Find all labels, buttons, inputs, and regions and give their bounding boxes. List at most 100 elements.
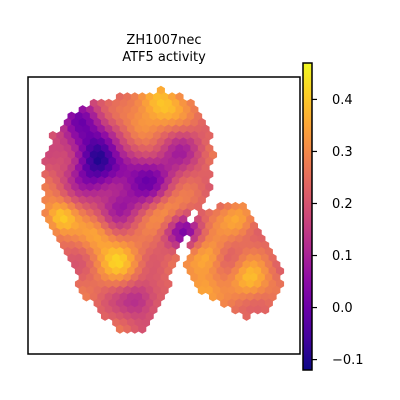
spot: [149, 124, 158, 134]
spot: [194, 124, 203, 134]
spot: [63, 169, 72, 179]
spot: [86, 143, 95, 154]
spot: [242, 272, 251, 283]
spot: [82, 253, 91, 263]
spot: [175, 130, 184, 141]
spot: [156, 292, 165, 302]
spot: [190, 156, 199, 167]
spot: [93, 221, 102, 231]
spot: [149, 201, 158, 212]
spot: [86, 259, 95, 270]
spot: [145, 247, 154, 257]
spot: [134, 253, 143, 263]
spot: [127, 266, 136, 276]
spot: [156, 124, 165, 134]
spot: [156, 137, 165, 147]
spot: [45, 176, 54, 186]
spot: [86, 221, 95, 231]
spot: [227, 221, 236, 231]
spot: [82, 266, 91, 276]
spot: [276, 279, 285, 289]
spot: [141, 150, 151, 160]
spot: [108, 247, 117, 257]
spot: [164, 137, 173, 147]
spot: [186, 111, 195, 121]
spot: [201, 227, 210, 237]
spot: [115, 105, 124, 115]
spot: [186, 98, 195, 108]
spot: [209, 240, 218, 250]
spot: [253, 279, 262, 289]
spot: [201, 176, 210, 186]
spot: [123, 298, 132, 308]
spot: [115, 195, 124, 205]
spot: [179, 227, 188, 237]
spot: [78, 118, 87, 128]
spot: [168, 130, 177, 141]
spot: [134, 150, 143, 160]
spot: [212, 208, 221, 218]
spot: [127, 292, 136, 302]
spot: [186, 137, 195, 147]
spot: [205, 182, 214, 192]
spot: [216, 266, 225, 276]
spot: [153, 259, 162, 270]
spot: [60, 176, 69, 186]
spot: [238, 201, 247, 212]
spot: [71, 208, 80, 218]
spot: [134, 279, 143, 289]
spot: [201, 124, 210, 134]
spot: [104, 279, 113, 289]
spot: [156, 98, 165, 108]
spot: [71, 247, 80, 257]
spot: [223, 253, 232, 263]
spot: [119, 279, 128, 289]
spot: [216, 214, 225, 225]
spot: [115, 130, 124, 141]
spot: [71, 156, 80, 167]
spot: [74, 150, 83, 160]
spot: [212, 221, 221, 231]
spot-layer: [41, 85, 285, 334]
spot: [71, 143, 80, 154]
spot: [194, 189, 203, 199]
spot: [164, 163, 173, 173]
spot: [138, 143, 147, 154]
spot: [212, 285, 221, 296]
spot: [149, 98, 158, 108]
spot: [145, 182, 154, 192]
spot: [168, 234, 177, 244]
spot: [175, 143, 184, 154]
spot: [186, 227, 195, 237]
spot: [67, 111, 76, 121]
spot: [74, 227, 83, 237]
spot: [97, 292, 106, 302]
spot: [45, 214, 54, 225]
spot: [186, 240, 195, 250]
spot: [89, 98, 98, 108]
spot: [104, 163, 113, 173]
spot: [71, 234, 80, 244]
spot: [93, 169, 102, 179]
spot: [123, 92, 132, 102]
spot: [82, 279, 91, 289]
spot: [190, 130, 199, 141]
spot: [130, 156, 139, 167]
spot: [197, 169, 206, 179]
spot: [220, 272, 229, 283]
spot: [149, 227, 158, 237]
spot: [101, 130, 110, 141]
spot: [160, 208, 169, 218]
spot: [175, 234, 184, 244]
spot: [235, 234, 244, 244]
spot: [171, 201, 180, 212]
spot: [179, 98, 188, 108]
spot: [134, 201, 143, 212]
spot: [231, 266, 240, 276]
spot: [48, 130, 57, 141]
spot: [123, 143, 132, 154]
spot: [89, 176, 98, 186]
spot: [223, 214, 232, 225]
spot: [197, 221, 206, 231]
spot: [130, 195, 139, 205]
